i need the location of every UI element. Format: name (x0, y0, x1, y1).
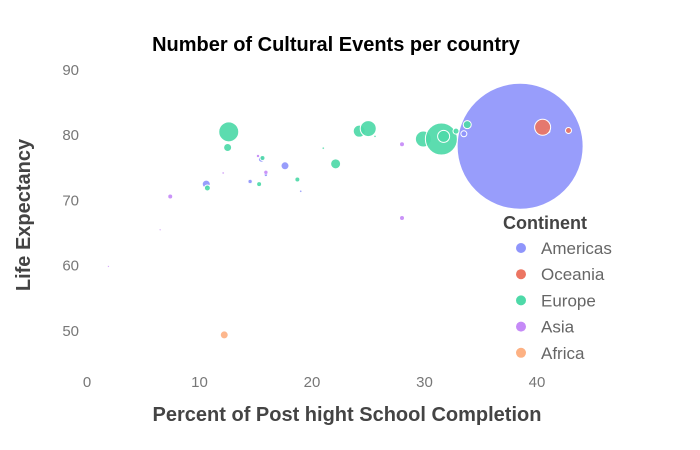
plot-area (107, 82, 584, 340)
series-asia (107, 141, 405, 268)
data-point[interactable] (159, 228, 162, 231)
data-point[interactable] (462, 120, 472, 130)
legend-marker (516, 269, 526, 280)
legend-item-europe[interactable]: Europe (516, 291, 596, 310)
data-point[interactable] (218, 121, 240, 143)
legend-label: Africa (541, 344, 585, 363)
y-tick-label: 50 (62, 323, 79, 340)
data-point[interactable] (359, 120, 377, 138)
data-point[interactable] (456, 82, 584, 210)
x-axis-ticks: 0 10 20 30 40 (83, 374, 546, 391)
x-tick-label: 10 (191, 374, 208, 391)
data-point[interactable] (399, 215, 405, 222)
data-point[interactable] (280, 161, 290, 171)
data-point[interactable] (167, 193, 174, 200)
data-point[interactable] (322, 146, 325, 150)
data-point[interactable] (263, 170, 269, 175)
x-tick-label: 40 (529, 374, 546, 391)
data-point[interactable] (219, 330, 229, 340)
legend-item-oceania[interactable]: Oceania (516, 265, 605, 284)
data-point[interactable] (452, 127, 460, 135)
data-point[interactable] (299, 190, 302, 193)
legend-item-americas[interactable]: Americas (516, 239, 612, 258)
y-tick-label: 90 (62, 62, 79, 79)
data-point[interactable] (534, 118, 552, 136)
legend-marker (516, 347, 526, 358)
data-point[interactable] (330, 158, 342, 170)
legend-item-africa[interactable]: Africa (516, 344, 585, 363)
data-point[interactable] (247, 179, 253, 184)
data-point[interactable] (460, 130, 468, 138)
legend-title: Continent (503, 213, 587, 233)
series-europe (203, 120, 472, 192)
series-africa (219, 330, 229, 340)
data-point[interactable] (294, 176, 301, 183)
data-point[interactable] (399, 141, 405, 148)
legend: Continent Americas Oceania Europe Asia Afric… (503, 213, 612, 363)
data-point[interactable] (221, 171, 225, 175)
data-point[interactable] (223, 143, 233, 153)
x-axis-title: Percent of Post hight School Completion (153, 404, 542, 426)
legend-label: Americas (541, 239, 612, 258)
y-axis-ticks: 50 60 70 80 90 (62, 62, 79, 340)
chart-title: Number of Cultural Events per country (152, 34, 521, 56)
y-axis-title: Life Expectancy (13, 138, 35, 291)
x-tick-label: 20 (304, 374, 321, 391)
data-point[interactable] (373, 135, 377, 138)
x-tick-label: 0 (83, 374, 91, 391)
legend-label: Oceania (541, 265, 605, 284)
legend-label: Asia (541, 318, 575, 337)
legend-marker (516, 295, 526, 306)
data-point[interactable] (107, 265, 110, 268)
data-point[interactable] (203, 184, 211, 192)
legend-marker (516, 243, 526, 253)
data-point[interactable] (259, 154, 266, 161)
y-tick-label: 70 (62, 192, 79, 209)
data-point[interactable] (256, 181, 263, 188)
x-tick-label: 30 (416, 374, 433, 391)
data-point[interactable] (565, 127, 572, 135)
data-point[interactable] (437, 129, 451, 143)
y-tick-label: 60 (62, 258, 79, 275)
series-oceania (534, 118, 572, 136)
legend-item-asia[interactable]: Asia (516, 318, 575, 337)
legend-label: Europe (541, 291, 596, 310)
legend-marker (516, 321, 526, 332)
y-tick-label: 80 (62, 127, 79, 144)
data-point[interactable] (256, 154, 260, 158)
